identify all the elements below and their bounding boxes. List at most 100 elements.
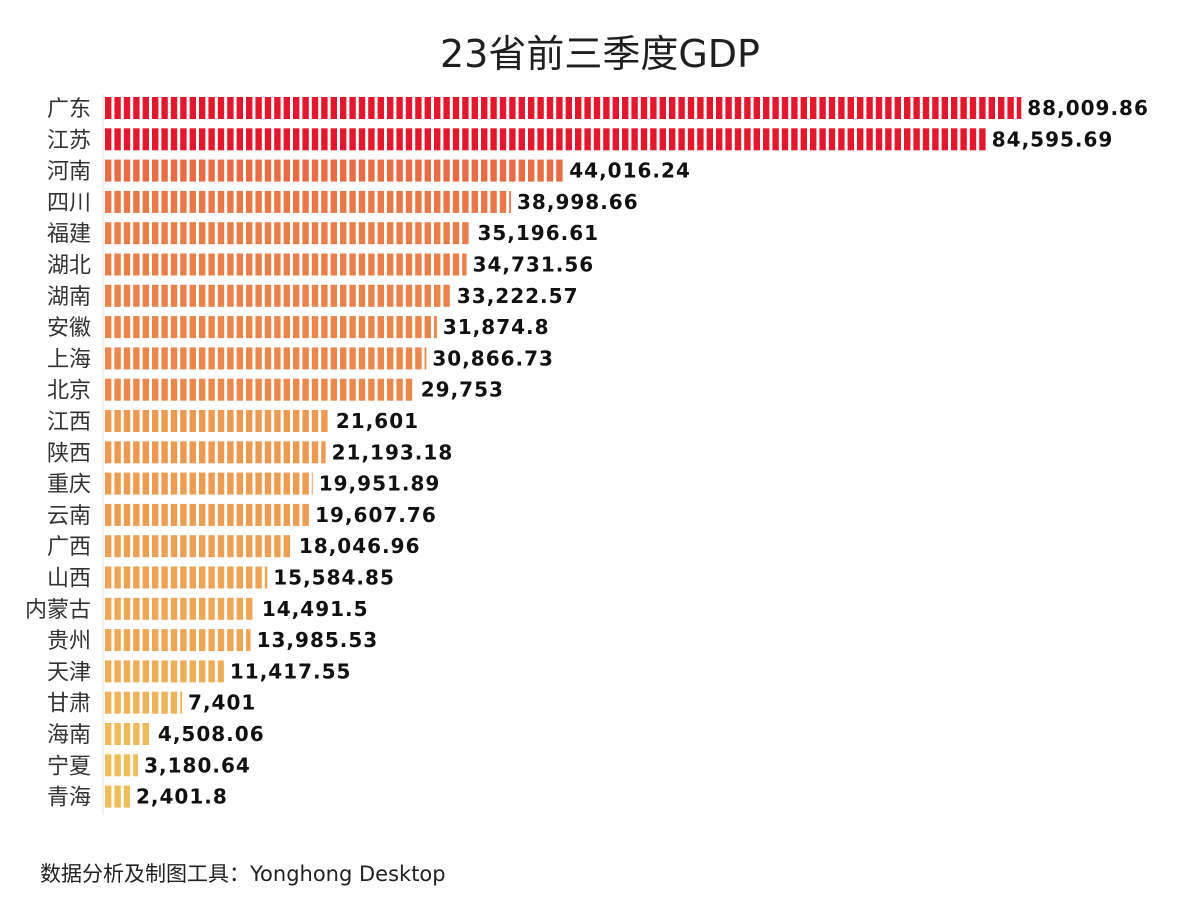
bar-segment bbox=[180, 253, 187, 276]
bar-segment bbox=[142, 190, 149, 213]
bar-segment bbox=[133, 660, 140, 683]
bar-segment bbox=[264, 378, 272, 401]
bar-segment bbox=[180, 316, 187, 339]
bar-segment bbox=[189, 660, 196, 683]
bar-segment bbox=[123, 347, 131, 370]
bar-segment bbox=[462, 222, 469, 245]
bar-row: 云南 19,607.76 bbox=[47, 503, 436, 529]
bar bbox=[105, 316, 437, 339]
bar-segment bbox=[659, 128, 666, 151]
bar-segment bbox=[227, 566, 234, 589]
bar-segment bbox=[246, 535, 253, 558]
bar-segment bbox=[387, 316, 394, 339]
bar-segment bbox=[838, 128, 845, 151]
bar-segment bbox=[640, 97, 648, 119]
bar-segment bbox=[246, 347, 253, 370]
bar-segment bbox=[189, 316, 196, 339]
bar bbox=[105, 284, 450, 307]
bar-segment bbox=[434, 190, 441, 213]
bar-segment bbox=[368, 284, 375, 307]
bar-segment bbox=[142, 284, 149, 307]
bar-segment bbox=[255, 347, 262, 370]
bar-segment bbox=[471, 190, 478, 213]
bar-segment bbox=[697, 128, 704, 151]
bar-segment bbox=[960, 97, 967, 119]
bar-row: 四川 38,998.66 bbox=[47, 190, 638, 216]
bar-segment bbox=[105, 347, 112, 370]
category-label: 湖南 bbox=[47, 285, 91, 310]
bar-segment bbox=[340, 97, 347, 119]
bar-segment bbox=[199, 222, 206, 245]
bar-segment bbox=[105, 284, 112, 307]
bar-segment bbox=[236, 316, 243, 339]
bar-segment bbox=[687, 97, 695, 119]
bar-segment bbox=[405, 190, 413, 213]
bar bbox=[105, 691, 183, 714]
bar-segment bbox=[189, 441, 196, 464]
bar-segment bbox=[152, 691, 159, 714]
bar-segment bbox=[152, 128, 159, 151]
bar-segment bbox=[152, 629, 159, 652]
bar-segment bbox=[302, 97, 309, 119]
bar-segment bbox=[189, 472, 196, 495]
bar-row: 北京 29,753 bbox=[47, 378, 503, 404]
bar-segment bbox=[161, 316, 168, 339]
bar-segment bbox=[105, 472, 112, 495]
bar-segment bbox=[358, 222, 366, 245]
bar-segment bbox=[424, 316, 431, 339]
bar-segment bbox=[208, 284, 215, 307]
bar-segment bbox=[189, 535, 196, 558]
bar-segment bbox=[142, 97, 149, 119]
bar-segment bbox=[528, 97, 535, 119]
bar-segment bbox=[377, 378, 384, 401]
bar-segment bbox=[311, 316, 319, 339]
bar-segment bbox=[396, 347, 403, 370]
bar-segment bbox=[330, 347, 337, 370]
bar-segment bbox=[142, 629, 149, 652]
bar-segment bbox=[415, 253, 422, 276]
bar-segment bbox=[114, 128, 121, 151]
bar-segment bbox=[396, 190, 403, 213]
bar-segment bbox=[330, 316, 337, 339]
bar-segment bbox=[180, 503, 187, 526]
bar-segment bbox=[208, 629, 215, 652]
bar-segment bbox=[133, 691, 140, 714]
bar-segment bbox=[180, 97, 187, 119]
bar-segment bbox=[828, 97, 836, 119]
bar bbox=[105, 159, 563, 182]
bar-segment bbox=[894, 97, 901, 119]
bar-segment bbox=[387, 97, 394, 119]
bar-segment bbox=[255, 472, 262, 495]
bar-segment bbox=[368, 378, 375, 401]
bar-segment bbox=[744, 128, 751, 151]
bar-segment bbox=[161, 284, 168, 307]
bar-segment bbox=[283, 535, 290, 558]
bar-segment bbox=[217, 503, 225, 526]
bar-segment bbox=[105, 660, 112, 683]
value-label: 21,193.18 bbox=[332, 440, 454, 464]
bar-segment bbox=[415, 284, 422, 307]
bar bbox=[105, 253, 467, 276]
bar-segment bbox=[293, 284, 300, 307]
bar-segment bbox=[274, 410, 281, 432]
bar-segment bbox=[199, 378, 206, 401]
bar-segment bbox=[180, 566, 187, 589]
bar-segment bbox=[499, 128, 507, 151]
bar-segment bbox=[415, 222, 422, 245]
bar-segment bbox=[274, 535, 281, 558]
bar-segment bbox=[330, 284, 337, 307]
bar-segment bbox=[255, 441, 262, 464]
value-label: 2,401.8 bbox=[136, 785, 228, 809]
bar-segment bbox=[368, 316, 375, 339]
bar-segment bbox=[330, 222, 337, 245]
bar-segment bbox=[246, 222, 253, 245]
bar-segment bbox=[180, 597, 187, 620]
bar-segment bbox=[302, 410, 309, 432]
bar-row: 内蒙古 14,491.5 bbox=[25, 597, 368, 623]
bar-segment bbox=[142, 535, 149, 558]
bar-segment bbox=[509, 128, 516, 151]
bar-segment bbox=[922, 128, 930, 151]
bar-segment bbox=[199, 410, 206, 432]
bar-segment bbox=[857, 128, 864, 151]
bar-segment bbox=[114, 316, 121, 339]
